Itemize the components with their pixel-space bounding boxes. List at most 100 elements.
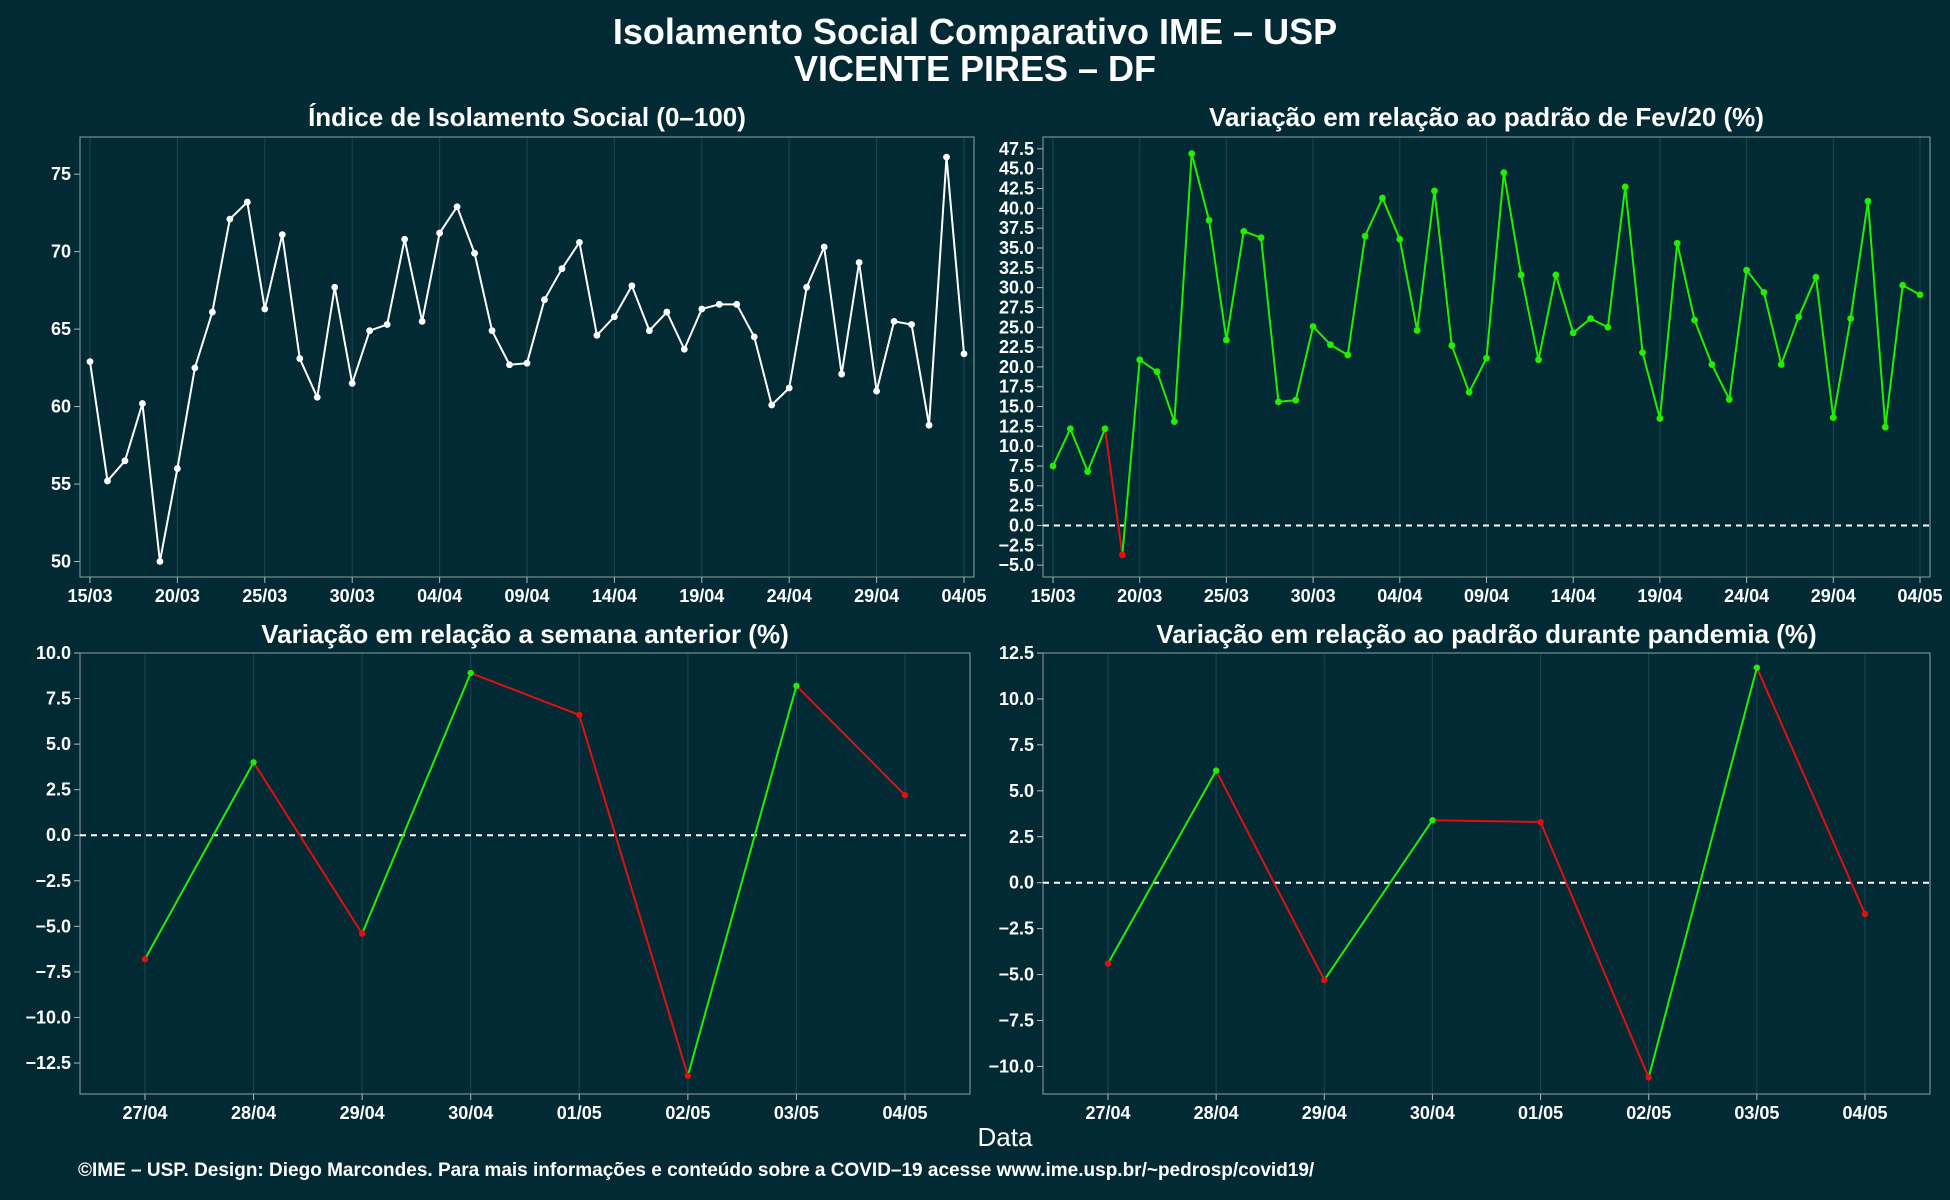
y-tick-label: 5.0 — [1009, 781, 1034, 801]
line-segment — [1745, 269, 1765, 294]
y-tick-label: 30.0 — [999, 278, 1034, 298]
line-segment — [526, 299, 546, 364]
line-segment — [193, 311, 214, 369]
line-segment — [1884, 285, 1904, 428]
plot-frame — [79, 652, 971, 1095]
line-segment — [1173, 153, 1193, 422]
data-point — [838, 370, 846, 378]
data-point — [1517, 271, 1525, 279]
data-point — [803, 283, 811, 291]
line-segment — [1780, 316, 1800, 365]
line-segment — [1104, 428, 1124, 555]
data-point — [226, 215, 234, 223]
data-point — [358, 930, 366, 937]
line-segment — [1606, 186, 1627, 328]
x-tick-label: 28/04 — [231, 1103, 276, 1123]
x-tick-label: 28/04 — [1194, 1103, 1239, 1123]
data-point — [576, 711, 583, 719]
y-tick-label: −2.5 — [35, 871, 71, 891]
line-segment — [1346, 235, 1367, 356]
data-point — [436, 229, 443, 237]
line-segment — [1728, 270, 1748, 400]
y-tick-label: 5.0 — [1009, 476, 1034, 496]
line-segment — [596, 316, 616, 336]
data-point — [506, 361, 513, 369]
data-point — [663, 308, 671, 316]
line-segment — [561, 241, 581, 270]
data-point — [1327, 341, 1334, 349]
line-segment — [1647, 667, 1758, 1078]
x-tick-label: 01/05 — [557, 1103, 602, 1123]
line-segment — [1468, 357, 1488, 393]
line-segment — [805, 246, 826, 288]
data-point — [541, 296, 548, 304]
series-points — [141, 669, 909, 1079]
line-segment — [1225, 231, 1245, 341]
line-segment — [771, 387, 790, 406]
line-segment — [686, 685, 798, 1077]
data-point — [453, 203, 461, 211]
data-point — [684, 1072, 692, 1079]
data-point — [156, 558, 164, 565]
data-point — [1448, 342, 1456, 349]
x-tick-label: 14/04 — [592, 586, 637, 606]
x-tick-label: 30/04 — [448, 1103, 493, 1123]
line-segment — [281, 234, 301, 359]
data-point — [1084, 468, 1092, 475]
line-segment — [106, 460, 126, 482]
y-tick-label: −2.5 — [998, 919, 1034, 939]
line-segment — [1381, 197, 1401, 240]
line-segment — [665, 311, 686, 350]
line-segment — [1554, 274, 1575, 334]
data-point — [960, 350, 968, 358]
y-tick-label: 60 — [51, 397, 71, 417]
data-point — [331, 283, 339, 291]
y-tick-label: 20.0 — [999, 357, 1034, 377]
data-point — [1136, 356, 1144, 364]
chart-subtitle: VICENTE PIRES – DF — [794, 48, 1156, 89]
y-tick-label: 35.0 — [999, 238, 1034, 258]
x-tick-label: 09/04 — [1464, 586, 1509, 606]
data-point — [793, 682, 800, 690]
panel-1: Índice de Isolamento Social (0–100) 15/03… — [51, 102, 987, 606]
x-tick-label: 29/04 — [1811, 586, 1856, 606]
line-segment — [823, 246, 843, 375]
data-point — [296, 355, 304, 362]
x-tick-label: 04/04 — [1377, 586, 1422, 606]
line-segment — [1215, 770, 1326, 981]
data-point — [943, 153, 950, 161]
series-line — [89, 157, 965, 562]
y-tick-label: 32.5 — [999, 258, 1034, 278]
data-point — [1537, 818, 1544, 826]
line-segment — [578, 242, 598, 336]
data-point — [141, 955, 149, 963]
line-segment — [176, 367, 196, 469]
line-segment — [1086, 428, 1106, 472]
x-tick-label: 27/04 — [1085, 1103, 1130, 1123]
data-point — [576, 238, 583, 246]
line-segment — [491, 330, 511, 366]
line-segment — [263, 234, 284, 310]
panels: Índice de Isolamento Social (0–100) 15/03… — [25, 102, 1942, 1123]
y-tick-label: 42.5 — [999, 179, 1034, 199]
data-point — [680, 345, 688, 353]
line-segment — [1208, 220, 1228, 341]
line-segment — [1797, 276, 1817, 318]
data-point — [1257, 234, 1265, 242]
x-tick-label: 20/03 — [1117, 586, 1162, 606]
data-point — [1753, 664, 1761, 671]
line-segment — [316, 287, 336, 398]
panel-title: Variação em relação a semana anterior (%… — [261, 619, 789, 649]
x-tick-label: 04/04 — [417, 586, 462, 606]
data-point — [1656, 415, 1664, 422]
x-tick-label: 14/04 — [1551, 586, 1596, 606]
data-point — [1344, 351, 1352, 359]
data-point — [139, 400, 146, 407]
data-point — [1847, 315, 1855, 322]
data-point — [890, 317, 898, 325]
line-segment — [141, 403, 161, 562]
data-point — [1812, 273, 1820, 281]
data-point — [1292, 396, 1300, 404]
panel-title: Variação em relação ao padrão de Fev/20 … — [1209, 102, 1764, 132]
